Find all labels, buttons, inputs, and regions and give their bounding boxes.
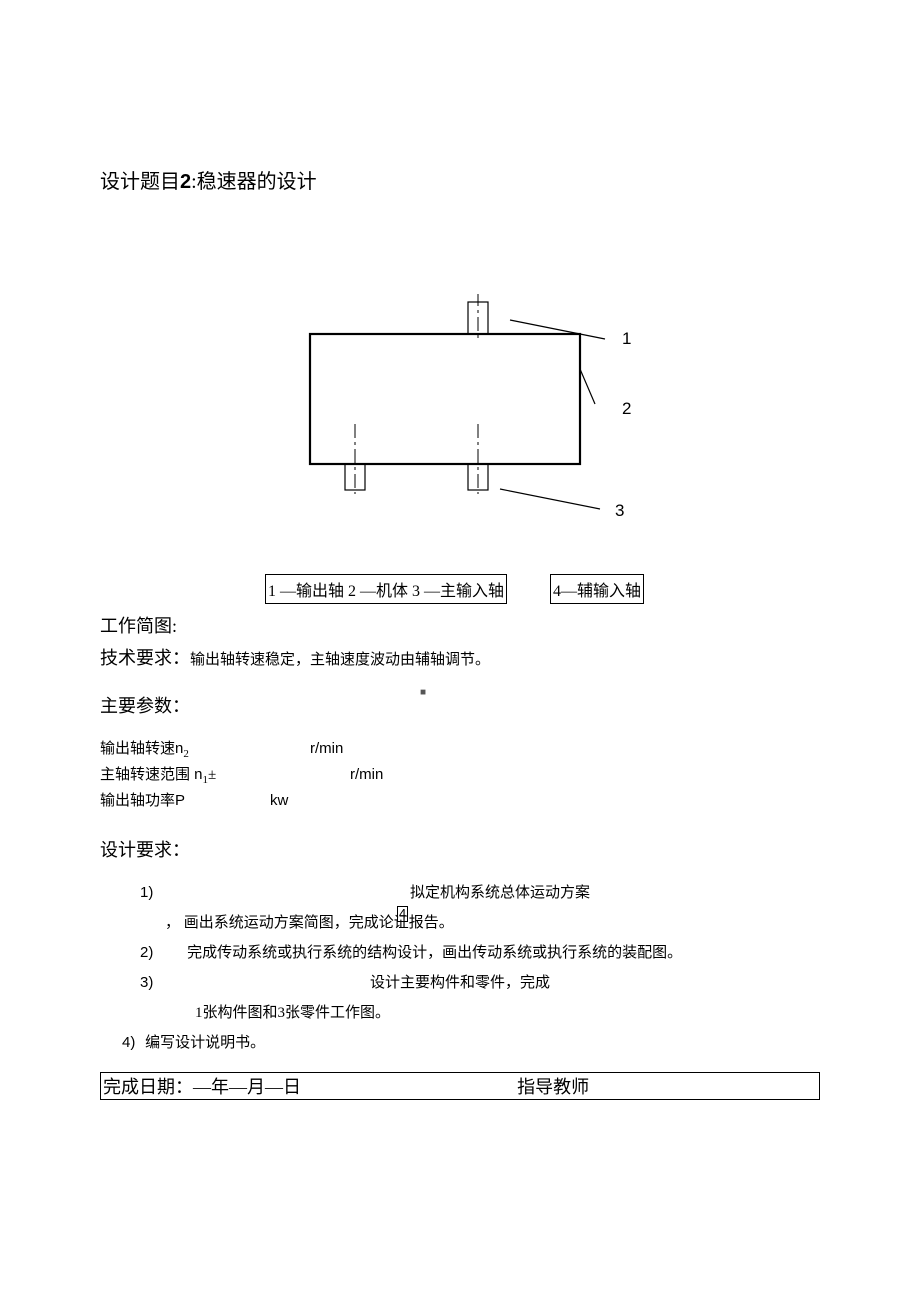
tech-req-label: 技术要求： [100,648,190,668]
param-row: 输出轴功率P kw [100,788,820,814]
params-list: 输出轴转速n2r/min主轴转速范围 n1±r/min输出轴功率P kw [100,736,820,814]
req-item-4: 4) 编写设计说明书。 [122,1030,820,1056]
stray-4-box: 4 [397,906,408,922]
req-item-3: 3) 设计主要构件和零件，完成 [140,970,820,996]
design-heading: 设计要求： [100,836,820,862]
legend-box-1: 1 —输出轴 2 —机体 3 —主输入轴 [265,574,507,604]
svg-text:3: 3 [615,501,624,520]
req-num-3: 3) [140,970,153,996]
params-heading: 主要参数： ■ [100,692,820,718]
req-1-right: 拟定机构系统总体运动方案 [410,880,590,906]
param-label: 输出轴功率P [100,788,185,814]
footer-box: 完成日期：—年—月—日 指导教师 [100,1072,820,1100]
param-unit: kw [270,788,288,814]
param-unit: r/min [310,736,343,762]
req-num-1: 1) [140,880,153,906]
req-num-2: 2) [140,940,153,966]
req-num-4: 4) [122,1030,135,1056]
req-3-right: 设计主要构件和零件，完成 [370,970,550,996]
diagram-svg: 1 2 3 [100,294,820,534]
tech-req-text: 输出轴转速稳定，主轴速度波动由辅轴调节。 [190,652,490,668]
req-item-2: 2) 完成传动系统或执行系统的结构设计，画出传动系统或执行系统的装配图。 [140,940,820,966]
tech-requirements: 技术要求：输出轴转速稳定，主轴速度波动由辅轴调节。 [100,644,820,670]
title-number: 2 [180,171,191,193]
work-diagram-label: 工作简图: [100,612,820,638]
req-2-text: 完成传动系统或执行系统的结构设计，画出传动系统或执行系统的装配图。 [187,945,682,961]
req-1-cont: ， 画出系统运动方案简图，完成论证报告。 [165,910,820,936]
svg-text:2: 2 [622,399,631,418]
title-prefix: 设计题目 [100,171,180,193]
req-4-text: 编写设计说明书。 [145,1035,265,1051]
param-unit: r/min [350,762,383,788]
mechanism-diagram: 1 2 3 [100,294,820,554]
svg-text:1: 1 [622,329,631,348]
req-item-1: 1) 拟定机构系统总体运动方案 [140,880,820,906]
param-row: 主轴转速范围 n1±r/min [100,762,820,788]
params-heading-text: 主要参数： [100,696,190,716]
page-title: 设计题目2:稳速器的设计 [100,165,820,194]
legend-box-2: 4—辅输入轴 [550,574,644,604]
title-suffix: :稳速器的设计 [191,171,317,193]
footer-teacher: 指导教师 [517,1073,817,1099]
center-mark: ■ [420,687,426,698]
footer-date: 完成日期：—年—月—日 [103,1073,517,1099]
param-row: 输出轴转速n2r/min [100,736,820,762]
req-3-cont: 1张构件图和3张零件工作图。 [195,1000,820,1026]
diagram-legend: 1 —输出轴 2 —机体 3 —主输入轴 4—辅输入轴 [265,574,820,604]
requirements-list: 1) 拟定机构系统总体运动方案 ， 画出系统运动方案简图，完成论证报告。 2) … [100,880,820,1056]
